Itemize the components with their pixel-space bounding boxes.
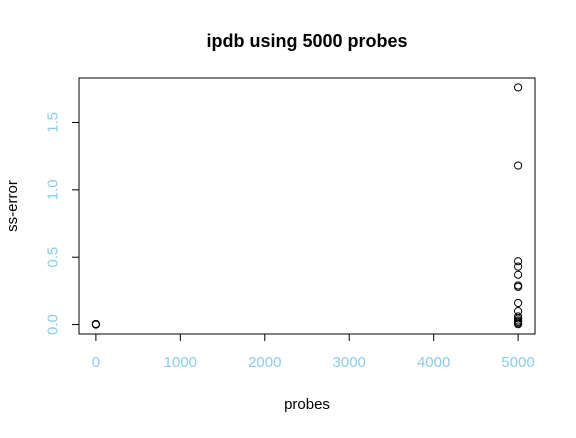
y-axis-label: ss-error xyxy=(4,180,21,232)
x-tick-label: 0 xyxy=(92,354,100,371)
plot-frame xyxy=(78,77,536,335)
data-point xyxy=(514,257,523,266)
data-point xyxy=(514,320,523,329)
x-tick-label: 1000 xyxy=(164,354,197,371)
x-tick-label: 4000 xyxy=(417,354,450,371)
chart-title: ipdb using 5000 probes xyxy=(206,31,407,51)
y-tick-label: 1.0 xyxy=(45,179,62,200)
data-point xyxy=(514,298,523,308)
data-point xyxy=(91,319,100,329)
y-tick-label: 0.5 xyxy=(45,247,62,268)
data-point xyxy=(514,262,523,271)
data-points xyxy=(91,83,523,329)
data-point xyxy=(514,161,523,170)
y-axis: 0.0 0.5 1.0 1.5 xyxy=(45,112,79,335)
x-axis-label: probes xyxy=(284,396,330,413)
data-point xyxy=(514,270,523,279)
y-tick-label: 0.0 xyxy=(45,314,62,335)
y-tick-label: 1.5 xyxy=(45,112,62,133)
x-axis: 0 1000 2000 3000 4000 5000 xyxy=(92,334,535,371)
data-point xyxy=(514,282,523,291)
data-point xyxy=(514,83,523,92)
x-tick-label: 3000 xyxy=(333,354,366,371)
x-tick-label: 5000 xyxy=(501,354,534,371)
x-tick-label: 2000 xyxy=(248,354,281,371)
data-point xyxy=(514,314,523,323)
